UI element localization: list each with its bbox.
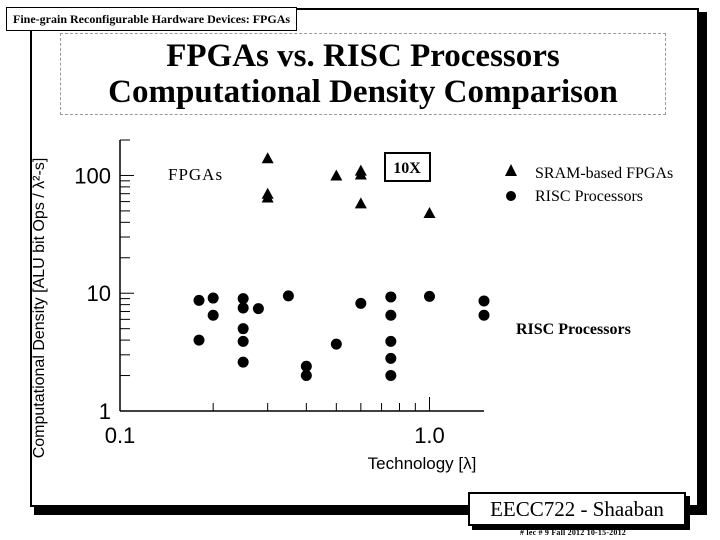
ratio-box-label: 10X — [393, 160, 421, 177]
data-markers — [193, 152, 490, 382]
risc-data-point — [282, 290, 294, 302]
x-tick-label: 0.1 — [105, 423, 136, 448]
fpga-data-point — [261, 191, 274, 203]
y-tick-label: 100 — [74, 163, 111, 188]
risc-data-point — [385, 291, 397, 303]
legend-risc-label: RISC Processors — [535, 188, 643, 205]
legend-triangle-marker — [505, 164, 517, 176]
legend: SRAM-based FPGAs RISC Processors — [505, 164, 673, 205]
title-line-2: Computational Density Comparison — [108, 74, 618, 110]
fpga-data-point — [261, 152, 274, 164]
fpga-data-point — [354, 197, 367, 209]
fpga-group-label: FPGAs — [168, 165, 223, 184]
header-tag: Fine-grain Reconfigurable Hardware Devic… — [6, 7, 298, 31]
legend-circle-marker — [506, 191, 516, 201]
risc-data-point — [252, 303, 264, 315]
risc-data-point — [237, 302, 249, 314]
axis-ticks — [119, 139, 430, 412]
axis-tick-labels: 0.1 1.0 1 10 100 — [74, 163, 445, 448]
lecture-footer: # lec # 9 Fall 2012 10-15-2012 — [520, 528, 626, 537]
y-tick-label: 10 — [87, 281, 111, 306]
risc-data-point — [237, 356, 249, 368]
x-tick-label: 1.0 — [414, 423, 445, 448]
risc-data-point — [207, 292, 219, 304]
risc-data-point — [330, 338, 342, 350]
risc-data-point — [385, 335, 397, 347]
risc-data-point — [478, 309, 490, 321]
risc-data-point — [300, 360, 312, 372]
risc-data-point — [423, 290, 435, 302]
slide-frame — [30, 8, 699, 507]
course-footer: EECC722 - Shaaban — [468, 492, 686, 526]
risc-data-point — [355, 297, 367, 309]
x-axis-label: Technology [λ] — [368, 454, 477, 473]
fpga-data-point — [423, 206, 436, 218]
y-tick-label: 1 — [99, 399, 111, 424]
title-line-1: FPGAs vs. RISC Processors — [166, 38, 560, 74]
risc-data-point — [300, 370, 312, 382]
risc-data-point — [385, 309, 397, 321]
risc-data-point — [193, 294, 205, 306]
legend-fpga-label: SRAM-based FPGAs — [535, 165, 673, 182]
plot-frame — [119, 140, 484, 412]
ratio-box — [384, 152, 431, 182]
title-box: FPGAs vs. RISC Processors Computational … — [60, 33, 666, 115]
fpga-data-point — [354, 168, 367, 180]
risc-data-point — [237, 293, 249, 305]
risc-data-point — [237, 335, 249, 347]
risc-data-point — [478, 295, 490, 307]
risc-data-point — [237, 323, 249, 335]
risc-data-point — [207, 309, 219, 321]
risc-data-point — [385, 352, 397, 364]
fpga-data-point — [330, 169, 343, 181]
risc-data-point — [193, 334, 205, 346]
risc-data-point — [385, 370, 397, 382]
y-axis-label: Computational Density [ALU bit Ops / λ²-… — [31, 158, 48, 459]
risc-group-label: RISC Processors — [516, 321, 631, 338]
